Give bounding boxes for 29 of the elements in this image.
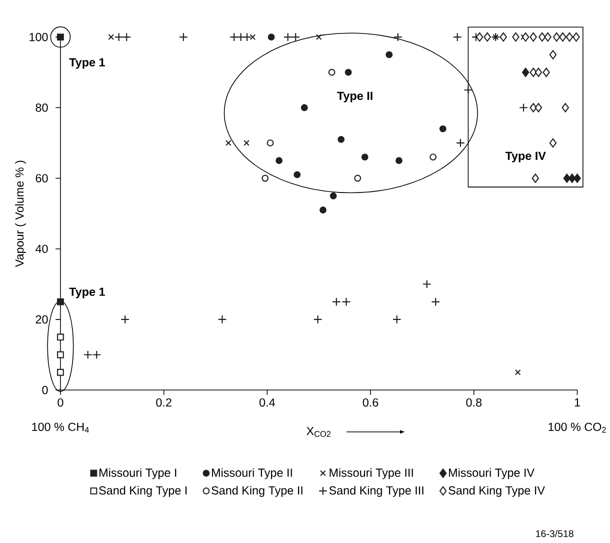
y-tick-label: 40 — [36, 244, 48, 253]
legend-label: Sand King Type IV — [448, 486, 545, 497]
legend-label: Sand King Type I — [99, 486, 187, 497]
legend-label: Sand King Type III — [329, 486, 424, 497]
legend-label: Missouri Type IV — [449, 468, 534, 480]
y-tick-label: 20 — [36, 315, 48, 324]
text: 100 % CO$_{2}$ — [548, 422, 606, 433]
annotation: Type 1 — [69, 58, 105, 69]
y-axis-title: Vapour ( Volume % ) — [15, 160, 26, 267]
text: 100 % CH$_{4}$ — [32, 422, 89, 433]
x-tick-label: 0.4 — [260, 398, 275, 407]
x-axis-title: X$_{CO2}$ — [306, 426, 331, 437]
legend-label: Missouri Type III — [330, 468, 413, 480]
text: 16-3/518 — [536, 530, 574, 538]
x-tick-label: 0.8 — [466, 398, 482, 407]
annotation: Type 1 — [69, 288, 105, 298]
legend-label: Missouri Type II — [212, 468, 292, 480]
y-tick-label: 100 — [30, 32, 48, 42]
x-tick-label: 1 — [574, 398, 580, 406]
y-tick-label: 0 — [42, 386, 48, 394]
x-tick-label: 0.2 — [156, 398, 172, 407]
y-tick-label: 80 — [36, 103, 48, 112]
legend-label: Sand King Type II — [212, 486, 302, 497]
x-tick-label: 0.6 — [362, 398, 378, 407]
annotation: Type II — [337, 92, 372, 102]
annotation: Type IV — [505, 152, 546, 162]
x-tick-label: 0 — [58, 398, 64, 407]
legend-label: Missouri Type I — [100, 468, 176, 480]
y-tick-label: 60 — [36, 174, 48, 182]
